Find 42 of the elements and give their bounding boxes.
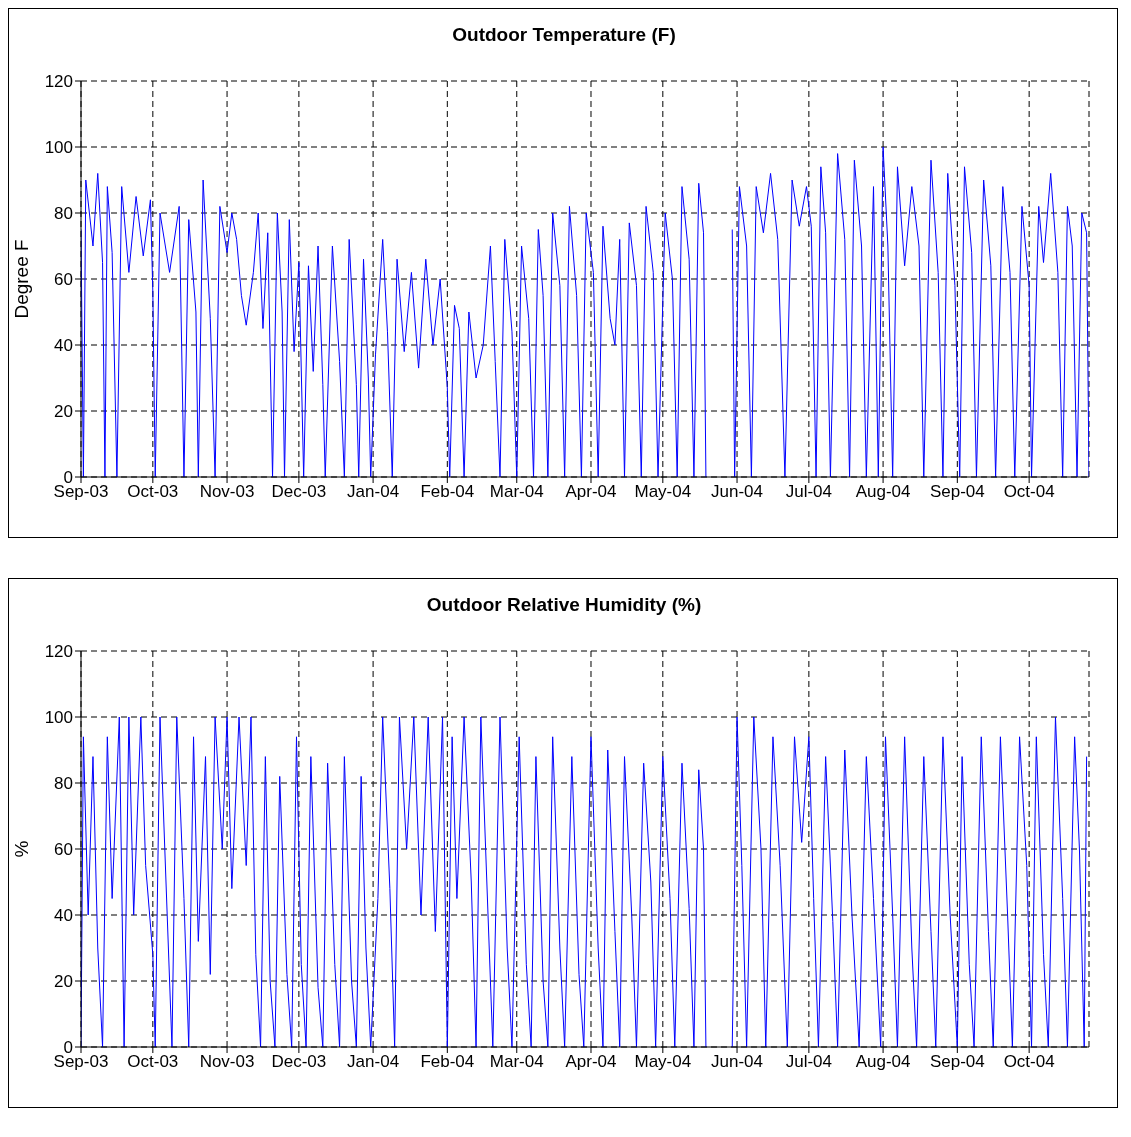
x-tick-label: Jun-04 xyxy=(711,482,764,502)
x-tick-label: Oct-04 xyxy=(1003,482,1055,502)
y-tick-label: 60 xyxy=(54,840,73,860)
x-tick-label: Oct-03 xyxy=(127,1052,179,1072)
x-tick-label: Jan-04 xyxy=(347,1052,400,1072)
x-tick-label: Sep-04 xyxy=(929,1052,985,1072)
y-tick-label: 100 xyxy=(44,138,73,158)
x-tick-label: Apr-04 xyxy=(565,1052,617,1072)
x-tick-label: May-04 xyxy=(634,482,692,502)
x-tick-label: Aug-04 xyxy=(855,1052,911,1072)
x-tick-label: Nov-03 xyxy=(199,1052,255,1072)
y-tick-label: 60 xyxy=(54,270,73,290)
x-tick-label: Sep-04 xyxy=(929,482,985,502)
y-tick-label: 20 xyxy=(54,972,73,992)
y-tick-label: 120 xyxy=(44,642,73,662)
x-tick-label: Apr-04 xyxy=(565,482,617,502)
x-tick-label: May-04 xyxy=(634,1052,692,1072)
y-tick-label: 20 xyxy=(54,402,73,422)
y-axis-title: Degree F xyxy=(10,239,32,319)
x-tick-label: Jan-04 xyxy=(347,482,400,502)
x-tick-label: Dec-03 xyxy=(271,482,327,502)
x-tick-label: Jul-04 xyxy=(785,482,833,502)
y-axis-title: % xyxy=(10,840,32,858)
y-tick-label: 80 xyxy=(54,774,73,794)
x-tick-label: Nov-03 xyxy=(199,482,255,502)
x-tick-label: Feb-04 xyxy=(420,482,475,502)
chart-title: Outdoor Relative Humidity (%) xyxy=(425,594,703,616)
x-tick-label: Jun-04 xyxy=(711,1052,764,1072)
x-tick-label: Feb-04 xyxy=(420,1052,475,1072)
x-tick-label: Dec-03 xyxy=(271,1052,327,1072)
y-tick-label: 120 xyxy=(44,72,73,92)
y-tick-label: 40 xyxy=(54,336,73,356)
x-tick-label: Aug-04 xyxy=(855,482,911,502)
x-tick-label: Mar-04 xyxy=(489,1052,544,1072)
y-tick-label: 100 xyxy=(44,708,73,728)
chart-title: Outdoor Temperature (F) xyxy=(451,24,677,46)
y-tick-label: 80 xyxy=(54,204,73,224)
y-tick-label: 40 xyxy=(54,906,73,926)
x-tick-label: Oct-03 xyxy=(127,482,179,502)
x-tick-label: Mar-04 xyxy=(489,482,544,502)
x-tick-label: Oct-04 xyxy=(1003,1052,1055,1072)
x-tick-label: Jul-04 xyxy=(785,1052,833,1072)
